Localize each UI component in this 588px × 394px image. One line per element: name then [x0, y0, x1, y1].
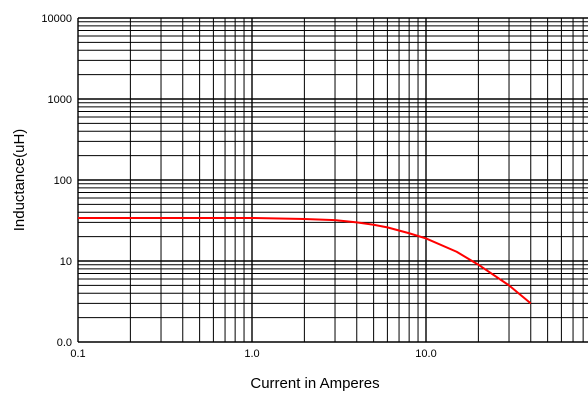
y-tick-label: 10 — [60, 256, 72, 268]
y-tick-label: 1000 — [48, 94, 72, 106]
x-tick-label: 1.0 — [244, 348, 259, 360]
y-tick-label: 10000 — [41, 13, 72, 25]
grid — [77, 17, 588, 343]
series-layer — [78, 216, 532, 305]
y-axis-title: Inductance(uH) — [11, 129, 28, 232]
x-tick-label: 0.1 — [70, 348, 85, 360]
y-tick-label: 100 — [54, 175, 72, 187]
x-tick-label: 10.0 — [415, 348, 436, 360]
series-line — [78, 216, 532, 305]
y-tick-label: 0.0 — [57, 337, 72, 349]
x-axis-title: Current in Amperes — [250, 375, 379, 392]
